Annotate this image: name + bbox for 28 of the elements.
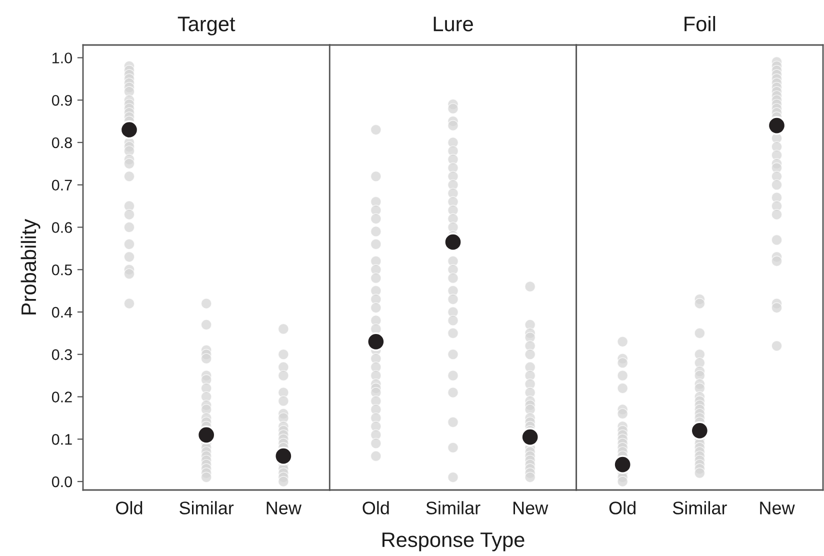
- y-axis-title: Probability: [20, 218, 40, 314]
- x-tick-label: Old: [609, 501, 636, 514]
- y-tick-label: 0.9: [52, 94, 72, 106]
- chart-title: Lure: [434, 16, 473, 32]
- y-tick-label: 0.3: [52, 349, 72, 360]
- x-tick-label: Similar: [426, 501, 480, 514]
- y-tick-label: 0.0: [52, 476, 72, 488]
- x-tick-label: Similar: [672, 501, 727, 514]
- x-tick-label: New: [514, 502, 548, 514]
- y-tick-label: 0.8: [52, 137, 72, 148]
- y-tick-label: 0.7: [52, 180, 72, 191]
- chart-title: Foil: [684, 16, 716, 32]
- x-axis-title: Response Type: [382, 532, 524, 552]
- x-tick-label: New: [266, 502, 302, 514]
- point: [274, 446, 293, 466]
- y-tick-label: 0.1: [52, 434, 72, 445]
- point: [120, 120, 139, 140]
- y-tick-label: 0.4: [52, 306, 72, 318]
- y-tick-label: 0.5: [52, 264, 72, 276]
- x-tick-label: Similar: [180, 501, 234, 514]
- x-tick-label: Old: [362, 501, 389, 514]
- chart-title: Target: [178, 16, 236, 36]
- x-tick-label: New: [760, 502, 795, 514]
- y-tick-label: 1.0: [52, 52, 72, 64]
- point: [196, 426, 216, 444]
- x-tick-label: Old: [116, 501, 142, 514]
- y-tick-label: 0.2: [52, 392, 72, 402]
- y-tick-label: 0.6: [52, 222, 72, 233]
